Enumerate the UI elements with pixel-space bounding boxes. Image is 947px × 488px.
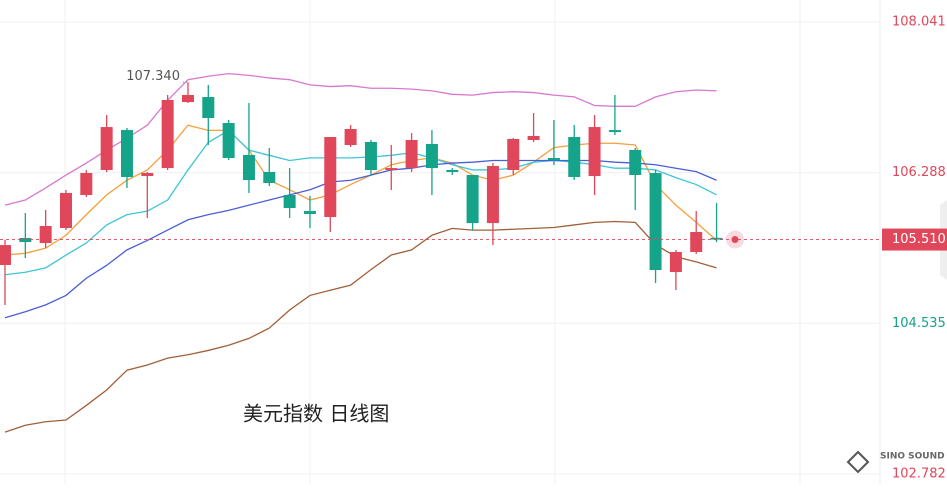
candle-body <box>242 154 255 180</box>
chart-title: 美元指数 日线图 <box>243 402 389 426</box>
ma-line <box>4 159 717 319</box>
candle-body <box>100 127 113 171</box>
candle-body <box>303 211 316 215</box>
candle-body <box>283 195 296 209</box>
candle-body <box>263 171 276 183</box>
candle-body <box>59 192 72 229</box>
ma-line <box>4 220 717 433</box>
candle-body <box>222 122 235 158</box>
candle-body <box>466 174 479 224</box>
watermark-logo <box>846 450 870 474</box>
candle-body <box>568 137 581 177</box>
annotation: 107.340 <box>126 69 180 84</box>
y-tick-label: 108.041 <box>892 15 946 30</box>
candle-body <box>181 94 194 103</box>
price-label: 105.510 <box>892 232 946 247</box>
watermark: SINO SOUND <box>880 452 945 462</box>
candle-body <box>486 165 499 224</box>
candle-body <box>649 173 662 270</box>
y-tick-label: 106.288 <box>892 165 946 180</box>
candle-body <box>669 252 682 273</box>
candle-body <box>405 140 418 169</box>
candle-body <box>364 141 377 171</box>
candle-body <box>527 135 540 141</box>
candle-body <box>446 170 459 172</box>
candle-body <box>710 237 723 240</box>
y-tick-label: 104.535 <box>892 316 946 331</box>
price-dot <box>731 236 739 244</box>
candle-body <box>19 238 32 243</box>
candle-body <box>80 173 93 196</box>
candle-body <box>0 245 11 265</box>
candle-body <box>141 173 154 177</box>
candle-body <box>344 129 357 146</box>
candle-body <box>608 130 621 133</box>
candle-body <box>324 137 337 218</box>
candle-body <box>202 97 215 119</box>
price-box <box>882 228 947 251</box>
candle-body <box>385 168 398 171</box>
candle-body <box>547 157 560 161</box>
candle-body <box>425 143 438 169</box>
candle-body <box>507 138 520 171</box>
y-tick-label: 102.782 <box>892 467 946 482</box>
candle-body <box>690 231 703 253</box>
candle-body <box>120 130 133 177</box>
candle-body <box>588 127 601 177</box>
candle-body <box>629 149 642 175</box>
candle-body <box>39 225 52 243</box>
candle-body <box>161 99 174 169</box>
